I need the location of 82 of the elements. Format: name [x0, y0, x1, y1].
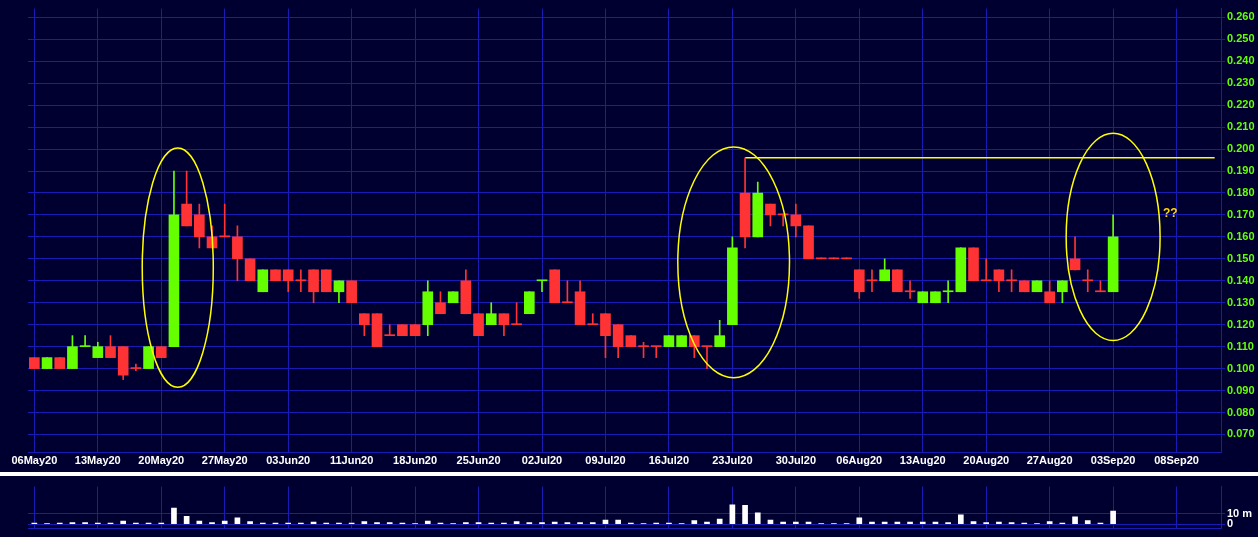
bar [513, 521, 520, 525]
x-tick-label: 27Aug20 [1026, 453, 1073, 466]
y-tick-label: 10 m [1227, 506, 1253, 519]
y-tick-label: 0.130 [1227, 295, 1255, 308]
bar [869, 521, 875, 525]
x-tick-label: 11Jun20 [329, 453, 374, 466]
x-tick-label: 02Jul20 [521, 453, 563, 466]
x-tick-label: 13Aug20 [899, 453, 946, 466]
y-tick-label: 0.260 [1227, 10, 1255, 23]
candlestick [79, 335, 91, 347]
candlestick [587, 313, 599, 326]
x-tick-label: 16Jul20 [648, 453, 690, 466]
bar [1072, 516, 1078, 525]
bar [171, 507, 177, 525]
candlestick [384, 324, 396, 336]
x-tick-label: 23Jul20 [712, 453, 753, 466]
candlestick [536, 279, 548, 293]
candlestick [942, 280, 954, 304]
y-tick-label: 0.150 [1227, 251, 1255, 264]
y-tick-label: 0.100 [1227, 361, 1255, 374]
bar [247, 521, 253, 525]
y-tick-label: 0.210 [1227, 120, 1255, 133]
bar [1046, 521, 1053, 525]
candlestick [701, 345, 713, 369]
candlestick [980, 258, 992, 282]
bar [856, 517, 863, 525]
bar [221, 520, 228, 525]
candlestick [295, 269, 307, 293]
y-tick-label: 0.110 [1227, 339, 1254, 352]
x-tick-label: 20Aug20 [963, 453, 1010, 466]
x-tick-label: 06Aug20 [836, 453, 883, 466]
y-tick-label: 0.200 [1227, 142, 1255, 155]
bar [957, 514, 964, 525]
bar [754, 512, 761, 525]
annotation: ?? [1163, 205, 1178, 220]
x-tick-label: 20May20 [138, 453, 185, 466]
bar [970, 521, 977, 525]
x-tick-label: 30Jul20 [775, 453, 817, 466]
bar [424, 520, 431, 525]
bar [704, 521, 710, 525]
candlestick [866, 269, 878, 293]
y-tick-label: 0.140 [1227, 273, 1255, 286]
y-tick-label: 0.220 [1227, 98, 1255, 111]
y-tick-label: 0.080 [1227, 405, 1255, 418]
y-tick-label: 0.180 [1227, 186, 1255, 199]
candlestick [650, 345, 662, 358]
bar [793, 521, 799, 525]
y-tick-label: 0.120 [1227, 317, 1255, 330]
candlestick [1082, 269, 1094, 293]
x-tick-label: 25Jun20 [456, 453, 501, 466]
bar [742, 505, 748, 525]
y-tick-label: 0.250 [1227, 32, 1255, 45]
x-tick-label: 09Jul20 [585, 453, 626, 466]
x-tick-label: 08Sep20 [1154, 453, 1199, 466]
y-tick-label: 0 [1227, 517, 1234, 530]
x-tick-label: 27May20 [201, 453, 248, 466]
bar [1084, 520, 1091, 525]
bar [1110, 510, 1116, 525]
bar [120, 520, 127, 525]
y-tick-label: 0.070 [1227, 427, 1255, 440]
bar [919, 521, 926, 525]
bar [881, 521, 888, 525]
candlestick [904, 280, 916, 299]
bar [907, 521, 913, 525]
x-tick-label: 13May20 [74, 453, 121, 466]
x-tick-label: 03Sep20 [1090, 453, 1136, 466]
bar [996, 521, 1002, 525]
x-tick-label: 03Jun20 [266, 453, 311, 466]
y-tick-label: 0.230 [1227, 76, 1255, 89]
bar [780, 521, 786, 525]
bar [615, 519, 621, 525]
x-tick-label: 06May20 [11, 453, 58, 466]
bar [691, 520, 698, 525]
y-tick-label: 0.090 [1227, 383, 1255, 396]
y-tick-label: 0.240 [1227, 54, 1255, 67]
bar [361, 521, 368, 525]
y-tick-label: 0.170 [1227, 207, 1255, 220]
x-tick-label: 18Jun20 [393, 453, 438, 466]
y-tick-label: 0.160 [1227, 229, 1255, 242]
bar [551, 521, 558, 525]
bar [716, 518, 723, 525]
y-tick-label: 0.190 [1227, 164, 1255, 177]
